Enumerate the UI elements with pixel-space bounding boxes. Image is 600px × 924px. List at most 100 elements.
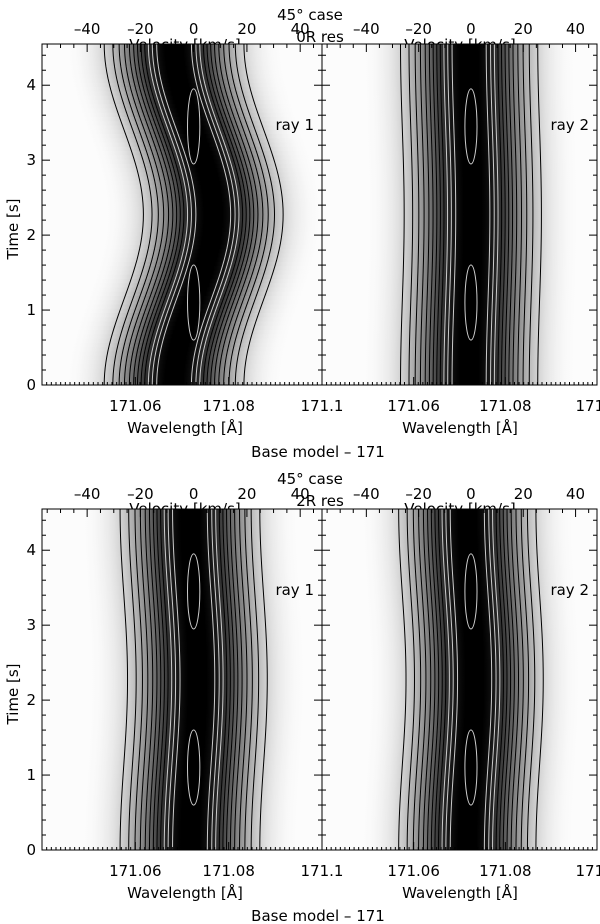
contour-line	[222, 509, 231, 850]
contour-line	[528, 44, 534, 385]
intensity-strip	[322, 691, 597, 698]
intensity-strip	[322, 836, 597, 842]
contour-line	[526, 509, 536, 850]
intensity-strip	[42, 324, 322, 331]
intensity-strip	[42, 559, 322, 565]
group-subtitle: 2R res	[296, 492, 344, 510]
intensity-strip	[322, 346, 597, 352]
contour-line	[512, 44, 518, 385]
y-tick-label: 4	[26, 76, 36, 94]
peak-contour	[464, 264, 478, 341]
intensity-strip	[322, 798, 597, 804]
contour-line	[400, 44, 405, 385]
contour-line	[445, 509, 454, 850]
intensity-strip	[42, 610, 322, 617]
intensity-strip	[42, 277, 322, 284]
intensity-strip	[42, 546, 322, 553]
intensity-strip	[322, 316, 597, 322]
intensity-strip	[42, 69, 322, 75]
peak-contour	[187, 264, 201, 341]
intensity-strip	[322, 580, 597, 587]
intensity-strip	[42, 534, 322, 540]
intensity-strip	[42, 316, 322, 322]
intensity-strip	[42, 568, 322, 574]
intensity-strip	[322, 196, 597, 203]
intensity-strip	[322, 218, 597, 224]
x-axis-label: Wavelength [Å]	[402, 418, 518, 437]
contour-line	[190, 44, 232, 385]
intensity-strip	[42, 350, 322, 356]
intensity-strip	[42, 111, 322, 117]
intensity-strip	[322, 188, 597, 194]
contour-line	[133, 44, 174, 385]
intensity-strip	[322, 273, 597, 279]
intensity-strip	[42, 700, 322, 706]
intensity-strip	[322, 137, 597, 143]
intensity-strip	[322, 299, 597, 305]
intensity-strip	[322, 222, 597, 228]
intensity-strip	[322, 708, 597, 715]
intensity-strip	[42, 286, 322, 292]
velocity-tick-label: 20	[514, 485, 533, 503]
intensity-strip	[322, 277, 597, 284]
intensity-strip	[322, 589, 597, 595]
intensity-strip	[322, 759, 597, 766]
intensity-strip	[322, 73, 597, 79]
intensity-strip	[322, 823, 597, 830]
intensity-strip	[42, 598, 322, 604]
intensity-strip	[42, 593, 322, 600]
intensity-strip	[42, 94, 322, 100]
intensity-strip	[322, 819, 597, 825]
intensity-strip	[322, 704, 597, 710]
intensity-strip	[42, 98, 322, 105]
contour-line	[123, 44, 165, 385]
intensity-strip	[42, 145, 322, 152]
intensity-strip	[42, 312, 322, 318]
intensity-strip	[322, 679, 597, 685]
intensity-strip	[42, 333, 322, 339]
x-tick-label: 171.1	[576, 862, 600, 880]
heatmap-body	[322, 509, 597, 850]
intensity-strip	[322, 828, 597, 834]
intensity-strip	[322, 324, 597, 331]
intensity-strip	[322, 69, 597, 75]
intensity-strip	[322, 231, 597, 237]
velocity-tick-label: –40	[353, 20, 380, 38]
contour-line	[163, 509, 173, 850]
x-tick-label: 171.08	[479, 397, 532, 415]
intensity-strip	[42, 819, 322, 825]
velocity-tick-label: 20	[514, 20, 533, 38]
intensity-strip	[322, 572, 597, 578]
velocity-tick-label: –20	[127, 20, 154, 38]
intensity-strip	[322, 602, 597, 608]
intensity-strip	[42, 670, 322, 676]
velocity-tick-label: –40	[74, 485, 101, 503]
intensity-strip	[322, 248, 597, 254]
y-tick-label: 4	[26, 541, 36, 559]
intensity-strip	[42, 56, 322, 62]
intensity-strip	[42, 64, 322, 71]
intensity-strip	[322, 371, 597, 377]
intensity-strip	[42, 653, 322, 659]
contour-line	[418, 509, 427, 850]
intensity-strip	[322, 717, 597, 723]
intensity-strip	[42, 730, 322, 736]
x-tick-label: 171.06	[109, 397, 162, 415]
ray-annotation: ray 1	[275, 116, 314, 134]
intensity-strip	[42, 154, 322, 160]
intensity-strip	[322, 235, 597, 241]
contour-line	[412, 509, 422, 850]
intensity-strip	[42, 260, 322, 267]
intensity-strip	[322, 175, 597, 181]
intensity-strip	[322, 205, 597, 211]
contour-line	[499, 509, 508, 850]
peak-contour	[187, 553, 201, 630]
intensity-strip	[322, 60, 597, 66]
intensity-strip	[42, 555, 322, 561]
intensity-strip	[42, 627, 322, 634]
contour-line	[508, 44, 514, 385]
intensity-strip	[322, 303, 597, 309]
intensity-strip	[42, 551, 322, 557]
intensity-strip	[322, 86, 597, 92]
